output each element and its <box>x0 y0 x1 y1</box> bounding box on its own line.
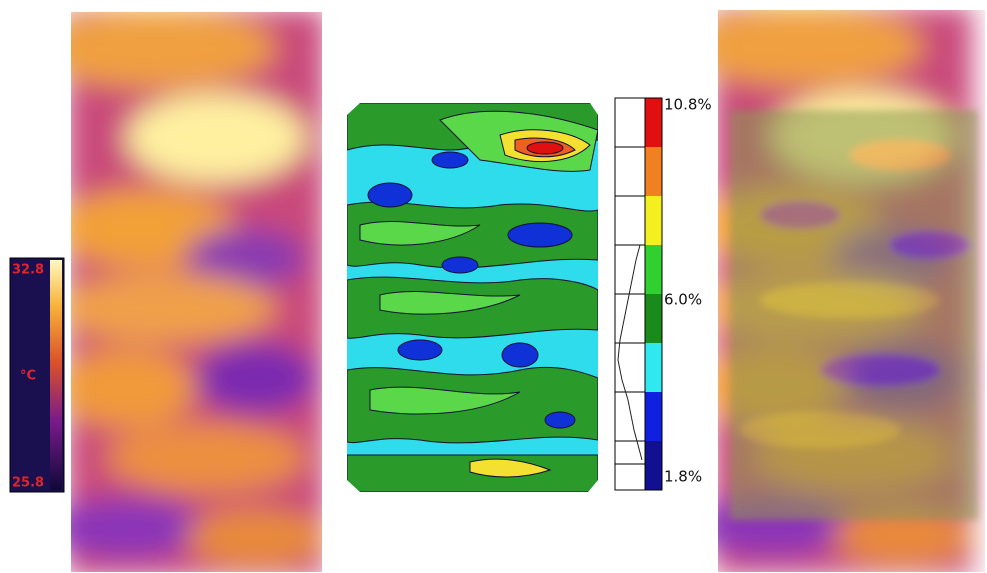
overlay-image <box>718 10 978 572</box>
contour-label: 6.0% <box>664 291 702 309</box>
thermal-unit: °C <box>20 369 36 384</box>
contour-map <box>347 103 598 492</box>
thermal-max: 32.8 <box>12 263 44 278</box>
contour-label: 10.8% <box>664 96 712 114</box>
thermal-min: 25.8 <box>12 476 44 491</box>
thermal-colorbar: 32.8 °C 25.8 <box>9 257 65 493</box>
contour-colorbar: 10.8% 6.0% 1.8% <box>614 96 712 491</box>
thermal-image <box>71 12 322 572</box>
contour-label: 1.8% <box>664 468 702 486</box>
